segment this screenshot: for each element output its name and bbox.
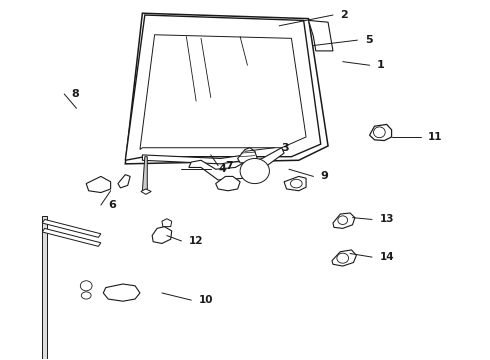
Text: 10: 10 (198, 295, 213, 305)
Polygon shape (118, 175, 130, 188)
Text: 7: 7 (225, 161, 233, 171)
Ellipse shape (338, 216, 347, 225)
Text: 9: 9 (321, 171, 329, 181)
Text: 12: 12 (189, 236, 203, 246)
Polygon shape (125, 13, 328, 164)
Polygon shape (141, 189, 151, 194)
Text: 11: 11 (428, 132, 443, 142)
Polygon shape (333, 213, 355, 228)
Polygon shape (103, 284, 140, 301)
Polygon shape (243, 148, 284, 173)
Polygon shape (216, 176, 240, 191)
Polygon shape (143, 155, 245, 164)
Text: 8: 8 (72, 89, 79, 99)
Polygon shape (309, 21, 333, 51)
Polygon shape (152, 226, 171, 243)
Polygon shape (369, 125, 392, 140)
Text: 3: 3 (282, 143, 289, 153)
Text: 1: 1 (377, 60, 385, 70)
Polygon shape (42, 220, 101, 237)
Polygon shape (125, 15, 321, 160)
Ellipse shape (291, 179, 302, 188)
Text: 14: 14 (379, 252, 394, 262)
Polygon shape (42, 228, 101, 246)
Ellipse shape (373, 127, 385, 138)
Polygon shape (332, 250, 356, 266)
Text: 6: 6 (108, 200, 116, 210)
Text: 5: 5 (365, 35, 372, 45)
Polygon shape (143, 157, 147, 193)
Polygon shape (189, 157, 260, 180)
Polygon shape (86, 176, 111, 193)
Text: 4: 4 (218, 164, 226, 174)
Text: 13: 13 (379, 215, 394, 224)
Polygon shape (162, 219, 172, 226)
Ellipse shape (80, 281, 92, 291)
Polygon shape (284, 176, 306, 191)
Polygon shape (42, 216, 47, 359)
Ellipse shape (81, 292, 91, 299)
Text: 2: 2 (340, 10, 348, 20)
Ellipse shape (240, 158, 270, 184)
Polygon shape (238, 148, 257, 163)
Ellipse shape (337, 253, 348, 263)
